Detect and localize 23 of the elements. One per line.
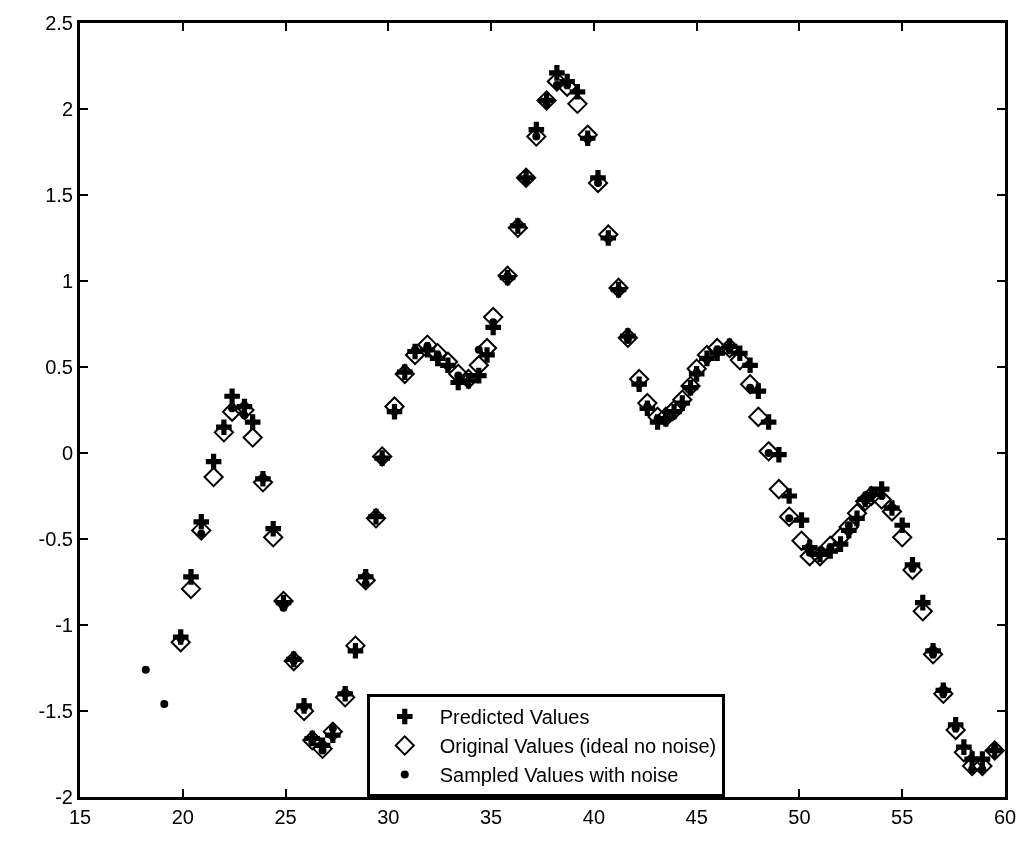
x-tick-label: 30 (377, 806, 400, 828)
y-tick-label: 2 (61, 98, 73, 120)
y-tick-label: 1.5 (45, 184, 73, 206)
x-tick-label: 40 (582, 806, 606, 828)
x-tick-label: 35 (479, 806, 503, 828)
legend-label: Original Values (ideal no noise) (439, 735, 717, 758)
y-tick-label: -1 (55, 614, 73, 636)
y-tick-label: 0.5 (45, 356, 73, 378)
x-tick-label: 15 (68, 806, 92, 828)
x-tick-label: 55 (891, 806, 914, 828)
legend-label: Sampled Values with noise (439, 764, 679, 787)
y-tick-label: 1 (61, 270, 73, 292)
x-tick-label: 45 (685, 806, 708, 828)
y-tick-label: 2.5 (45, 12, 73, 34)
x-tick-label: 25 (274, 806, 297, 828)
x-tick-label: 20 (171, 806, 194, 828)
y-tick-label: 0 (61, 442, 73, 464)
x-tick-label: 60 (993, 806, 1017, 828)
y-tick-label: -1.5 (38, 700, 73, 722)
legend-label: Predicted Values (439, 706, 590, 729)
y-tick-label: -0.5 (38, 528, 73, 550)
x-tick-label: 50 (788, 806, 811, 828)
y-tick-label: -2 (55, 786, 73, 808)
